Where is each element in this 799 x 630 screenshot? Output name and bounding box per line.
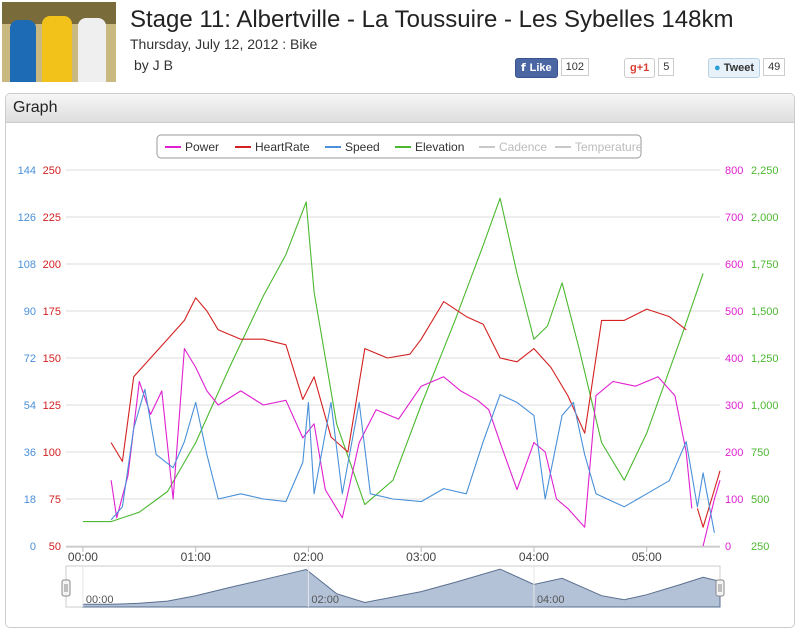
chart-grid [66, 169, 720, 547]
speed-axis-label: 108 [18, 259, 36, 271]
navigator-tick-label: 00:00 [86, 594, 114, 606]
elevation-axis-label: 500 [751, 494, 769, 506]
twitter-icon: ● [714, 62, 724, 74]
legend-item-power[interactable]: Power [165, 140, 219, 154]
chart-legend: Power HeartRate Speed Elevation Cadence Tempe… [156, 134, 643, 159]
navigator-handle-left[interactable] [61, 579, 71, 597]
chart-navigator: 00:00 02:00 04:00 [61, 565, 725, 608]
speed-axis-label: 18 [24, 494, 36, 506]
graph-panel-title: Graph [6, 94, 794, 123]
legend-label: Power [185, 140, 219, 154]
navigator-tick-label: 02:00 [311, 594, 339, 606]
facebook-like-widget: f Like 102 [515, 58, 589, 78]
legend-label: Elevation [415, 140, 464, 154]
photo-figure [78, 18, 106, 82]
power-axis-label: 800 [725, 165, 743, 177]
page-title: Stage 11: Albertville - La Toussuire - L… [130, 6, 734, 33]
x-tick-label: 03:00 [406, 550, 436, 564]
power-axis-label: 500 [725, 306, 743, 318]
heartrate-axis-label: 75 [49, 494, 61, 506]
legend-label: HeartRate [255, 140, 310, 154]
activity-header: Stage 11: Albertville - La Toussuire - L… [0, 0, 799, 92]
series-power-line [702, 480, 721, 547]
tweet-button[interactable]: ● Tweet [708, 58, 761, 78]
x-tick-label: 04:00 [519, 550, 549, 564]
like-count: 102 [560, 58, 589, 76]
speed-axis-label: 126 [18, 212, 36, 224]
gplus-icon: g [630, 62, 637, 74]
elevation-axis-label: 1,500 [751, 306, 779, 318]
x-tick-label: 02:00 [293, 550, 323, 564]
x-tick-label: 05:00 [632, 550, 662, 564]
legend-item-cadence[interactable]: Cadence [479, 140, 547, 154]
graph-panel: Graph [5, 93, 795, 628]
navigator-area [82, 568, 721, 608]
photo-figure [10, 20, 36, 82]
facebook-icon: f [521, 61, 530, 74]
legend-item-speed[interactable]: Speed [325, 140, 380, 154]
navigator-tick-label: 04:00 [537, 594, 565, 606]
activity-photo[interactable] [2, 2, 116, 82]
chart-series [82, 197, 721, 547]
power-axis-label: 700 [725, 212, 743, 224]
speed-axis-label: 90 [24, 306, 36, 318]
legend-item-elevation[interactable]: Elevation [395, 140, 464, 154]
legend-item-heartrate[interactable]: HeartRate [235, 140, 310, 154]
power-axis-label: 0 [725, 541, 731, 553]
gplus-label: +1 [636, 62, 650, 74]
speed-axis-label: 54 [24, 400, 36, 412]
legend-label: Cadence [499, 140, 547, 154]
heartrate-axis-label: 100 [43, 447, 61, 459]
power-axis-label: 100 [725, 494, 743, 506]
x-tick-label: 01:00 [181, 550, 211, 564]
elevation-axis-label: 2,250 [751, 165, 779, 177]
gplus-count: 5 [658, 58, 675, 76]
elevation-axis-label: 2,000 [751, 212, 779, 224]
like-label: Like [529, 62, 552, 74]
power-axis-label: 300 [725, 400, 743, 412]
gplus-widget: g+1 5 [624, 58, 675, 78]
heartrate-axis-label: 125 [43, 400, 61, 412]
activity-author: by J B [134, 57, 173, 73]
legend-label: Speed [345, 140, 380, 154]
speed-axis-label: 0 [30, 541, 36, 553]
series-speed-line [110, 388, 715, 534]
elevation-axis-label: 1,750 [751, 259, 779, 271]
heartrate-axis-label: 225 [43, 212, 61, 224]
photo-figure [42, 16, 72, 82]
elevation-axis-label: 250 [751, 541, 769, 553]
series-heartrate-line [696, 470, 721, 528]
power-axis-label: 400 [725, 353, 743, 365]
elevation-axis-label: 1,250 [751, 353, 779, 365]
speed-axis-label: 144 [18, 165, 36, 177]
heartrate-axis-label: 250 [43, 165, 61, 177]
facebook-like-button[interactable]: f Like [515, 58, 558, 78]
speed-axis-label: 36 [24, 447, 36, 459]
tweet-label: Tweet [723, 62, 755, 74]
elevation-axis-label: 750 [751, 447, 769, 459]
tweet-count: 49 [763, 58, 786, 76]
series-elevation-line [82, 197, 704, 523]
heartrate-axis-label: 200 [43, 259, 61, 271]
x-tick-label: 00:00 [68, 550, 98, 564]
series-power-line [110, 348, 693, 528]
legend-label: Temperature [575, 140, 643, 154]
legend-item-temperature[interactable]: Temperature [555, 140, 643, 154]
power-axis-label: 600 [725, 259, 743, 271]
gplus-button[interactable]: g+1 [624, 58, 656, 78]
heartrate-axis-label: 150 [43, 353, 61, 365]
heartrate-axis-label: 50 [49, 541, 61, 553]
chart-axes: 00:00 01:00 02:00 03:00 04:00 05:00 0 18 36 54 72 9… [18, 165, 779, 564]
power-axis-label: 200 [725, 447, 743, 459]
activity-date: Thursday, July 12, 2012 : Bike [130, 36, 318, 52]
navigator-handle-right[interactable] [715, 579, 725, 597]
speed-axis-label: 72 [24, 353, 36, 365]
elevation-axis-label: 1,000 [751, 400, 779, 412]
tweet-widget: ● Tweet 49 [708, 58, 786, 78]
heartrate-axis-label: 175 [43, 306, 61, 318]
